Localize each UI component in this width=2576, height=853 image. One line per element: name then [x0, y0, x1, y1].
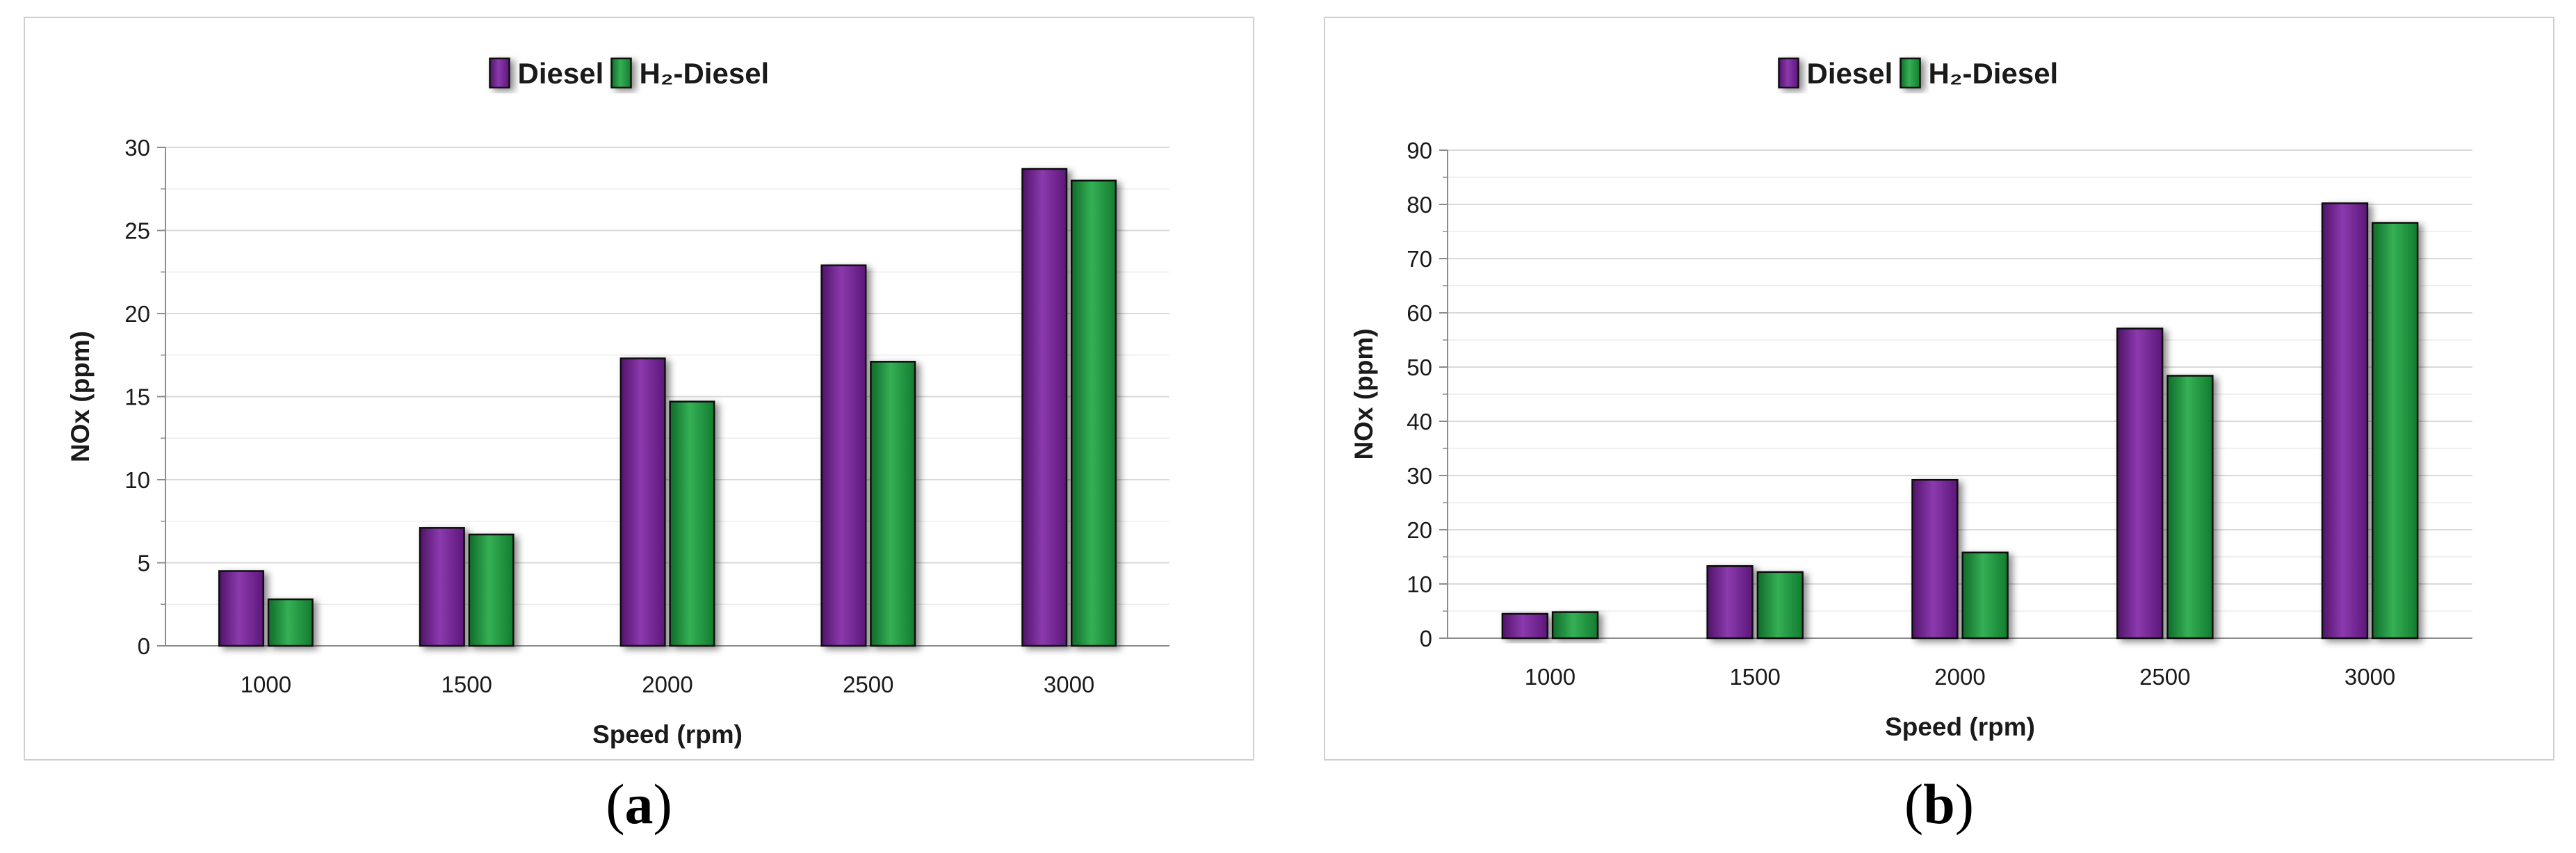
bar-h-diesel-2500 [870, 361, 916, 647]
bar-diesel-1000 [1501, 612, 1548, 640]
bar-diesel-1500 [419, 527, 465, 647]
y-axis-title: NOx (ppm) [1350, 328, 1378, 460]
caption-a-label: a [624, 772, 654, 836]
y-tick-label: 20 [1407, 517, 1432, 543]
chart-b-svg: 0 10 20 30 40 50 60 70 80 90 1000 1500 2000 2500 3000 S… [1350, 57, 2472, 741]
y-tick-label: 15 [124, 384, 150, 410]
y-tick-label: 60 [1407, 300, 1432, 326]
caption-a: (a) [606, 772, 672, 836]
x-tick-label: 1000 [241, 672, 291, 697]
y-tick-label: 10 [124, 467, 150, 493]
legend-swatch-1 [1899, 57, 1921, 89]
x-axis-title: Speed (rpm) [1885, 713, 2035, 741]
caption-b-label: b [1923, 772, 1955, 836]
bar-h-diesel-2000 [1961, 551, 2009, 640]
chart-panel-a: 0 5 10 15 20 25 30 1000 1500 2000 2500 3000 Speed (r… [24, 17, 1254, 761]
x-tick-label: 1500 [441, 672, 492, 697]
y-tick-label: 5 [138, 551, 150, 576]
x-tick-label: 2000 [642, 672, 692, 697]
x-tick-label: 1000 [1525, 664, 1575, 690]
bar-h-diesel-2500 [2166, 375, 2214, 640]
x-tick-label: 3000 [2344, 664, 2395, 690]
legend-label-0: Diesel [1807, 57, 1893, 90]
bar-h-diesel-2000 [669, 400, 715, 647]
bar-h-diesel-3000 [2372, 222, 2419, 640]
bar-diesel-3000 [2321, 202, 2369, 640]
bar-diesel-3000 [1021, 168, 1068, 647]
legend-label-0: Diesel [518, 57, 604, 90]
bar-diesel-2000 [1911, 478, 1959, 640]
bar-diesel-2500 [2116, 327, 2164, 640]
y-tick-label: 0 [138, 633, 150, 659]
legend-label-1: H₂-Diesel [640, 57, 770, 90]
bar-h-diesel-1500 [468, 533, 515, 647]
bar-diesel-2500 [820, 264, 867, 647]
chart-panel-b: 0 10 20 30 40 50 60 70 80 90 1000 1500 2000 2500 3000 S… [1324, 17, 2554, 761]
x-tick-label: 3000 [1044, 672, 1094, 697]
legend-label-1: H₂-Diesel [1929, 57, 2059, 90]
x-tick-label: 1500 [1729, 664, 1780, 690]
y-tick-label: 80 [1407, 192, 1432, 218]
bar-h-diesel-3000 [1070, 179, 1117, 647]
y-tick-label: 40 [1407, 409, 1432, 434]
bar-h-diesel-1500 [1756, 571, 1804, 640]
x-tick-label: 2500 [843, 672, 893, 697]
bar-diesel-2000 [619, 357, 666, 647]
y-tick-label: 20 [124, 301, 150, 327]
y-tick-label: 25 [124, 218, 150, 244]
y-tick-label: 0 [1420, 626, 1432, 651]
y-tick-label: 90 [1407, 138, 1432, 163]
legend-swatch-1 [610, 57, 632, 89]
chart-a-svg: 0 5 10 15 20 25 30 1000 1500 2000 2500 3000 Speed (r… [66, 57, 1169, 749]
caption-b: (b) [1904, 772, 1975, 836]
x-tick-label: 2500 [2139, 664, 2190, 690]
y-tick-label: 30 [1407, 463, 1432, 489]
bar-diesel-1000 [218, 570, 265, 647]
y-tick-label: 30 [124, 135, 150, 161]
x-tick-label: 2000 [1934, 664, 1985, 690]
y-tick-label: 10 [1407, 571, 1432, 597]
bar-h-diesel-1000 [267, 598, 314, 647]
y-tick-label: 70 [1407, 246, 1432, 272]
legend-swatch-0 [489, 57, 510, 89]
x-axis-title: Speed (rpm) [592, 720, 743, 749]
y-axis-title: NOx (ppm) [66, 331, 95, 462]
legend-swatch-0 [1778, 57, 1799, 89]
bar-h-diesel-1000 [1551, 611, 1599, 640]
y-tick-label: 50 [1407, 355, 1432, 380]
bar-diesel-1500 [1706, 565, 1753, 640]
